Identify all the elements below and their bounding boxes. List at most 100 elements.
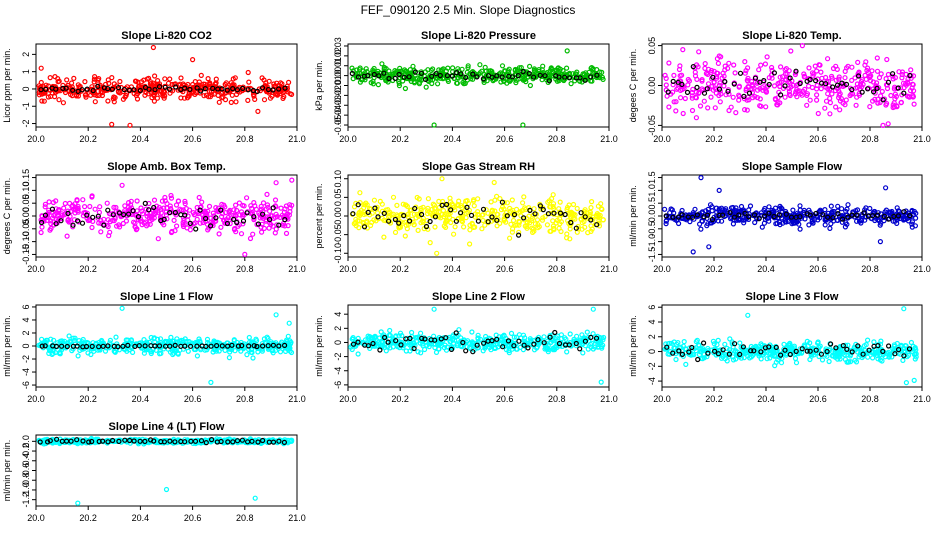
data-point [73,93,80,99]
y-tick-label: -4 [21,368,31,376]
data-point [849,64,855,70]
outlier-point [911,377,917,383]
data-point [693,89,700,95]
data-point [566,75,573,81]
data-point [723,206,729,212]
data-point [454,80,460,86]
data-point [671,72,677,79]
x-tick-label: 20.0 [27,513,45,523]
data-point [675,214,682,220]
y-tick-label: 0.05 [21,194,31,212]
x-tick-label: 21.0 [288,513,306,523]
y-tick-label: 0.15 [21,169,31,187]
data-point [801,207,807,213]
data-point [587,209,594,216]
data-point [219,86,225,92]
data-point [440,207,446,214]
x-tick-label: 20.8 [548,134,566,144]
data-point [474,74,480,80]
y-tick-label: 0.01 [333,57,343,75]
data-point [557,199,563,205]
data-point [719,212,726,218]
data-point [679,212,685,218]
data-point [858,220,864,226]
data-point [599,69,605,76]
data-point [588,74,594,80]
data-point [699,78,705,84]
data-point [41,98,47,104]
data-point [843,81,850,88]
data-point [826,358,832,365]
data-point [38,87,44,93]
data-point [365,209,371,215]
data-point [700,340,707,346]
data-point [280,95,286,102]
data-point [210,222,216,229]
data-point [699,218,706,224]
data-point [516,229,522,235]
data-point [269,93,275,99]
data-point [116,210,123,216]
data-point [161,95,167,101]
data-point [744,107,750,113]
data-point [878,71,884,77]
data-point [504,200,510,206]
data-point [406,74,412,80]
data-point [372,205,378,211]
data-point [60,100,67,106]
data-point [669,89,676,95]
data-point [171,217,177,223]
data-point [224,87,230,93]
data-point [671,99,677,105]
data-point [240,85,246,92]
data-point [762,61,769,67]
data-point [831,208,837,215]
data-point [763,104,769,110]
data-point [392,67,398,74]
data-point [64,233,70,239]
data-point [245,97,251,104]
data-point [527,82,534,89]
data-point [711,79,717,85]
data-point [255,349,261,355]
data-point [447,199,454,205]
y-tick-label: -0.01 [333,75,343,96]
outlier-point [163,486,170,493]
data-point [182,85,188,91]
data-point [403,202,409,208]
data-point [120,220,126,227]
data-point [489,207,495,213]
colored-series [661,175,919,255]
x-tick-label: 20.6 [496,134,514,144]
data-point [527,207,533,213]
y-tick-label: 0.10 [21,182,31,200]
data-point [244,195,250,201]
data-point [59,340,65,346]
data-point [867,103,873,110]
data-point [820,212,826,218]
y-axis-label: kPa per min. [314,60,324,111]
data-point [865,354,871,360]
outlier-point [431,122,437,128]
data-point [834,82,841,88]
data-point [578,210,584,216]
x-tick-label: 20.6 [184,264,202,274]
data-point [766,210,772,216]
data-point [804,92,810,99]
y-tick-label: 0.10 [333,170,343,188]
data-point [50,199,57,206]
data-point [203,215,209,222]
y-tick-label: -0.03 [333,95,343,116]
data-point [218,224,224,230]
data-point [594,72,600,78]
data-point [289,91,295,98]
y-tick-label: 0.02 [333,47,343,65]
data-point [793,360,800,366]
data-point [441,223,447,229]
data-point [273,211,279,217]
data-point [807,212,813,218]
data-point [138,84,144,91]
data-point [722,63,728,69]
data-point [64,77,70,83]
data-point [737,340,743,346]
